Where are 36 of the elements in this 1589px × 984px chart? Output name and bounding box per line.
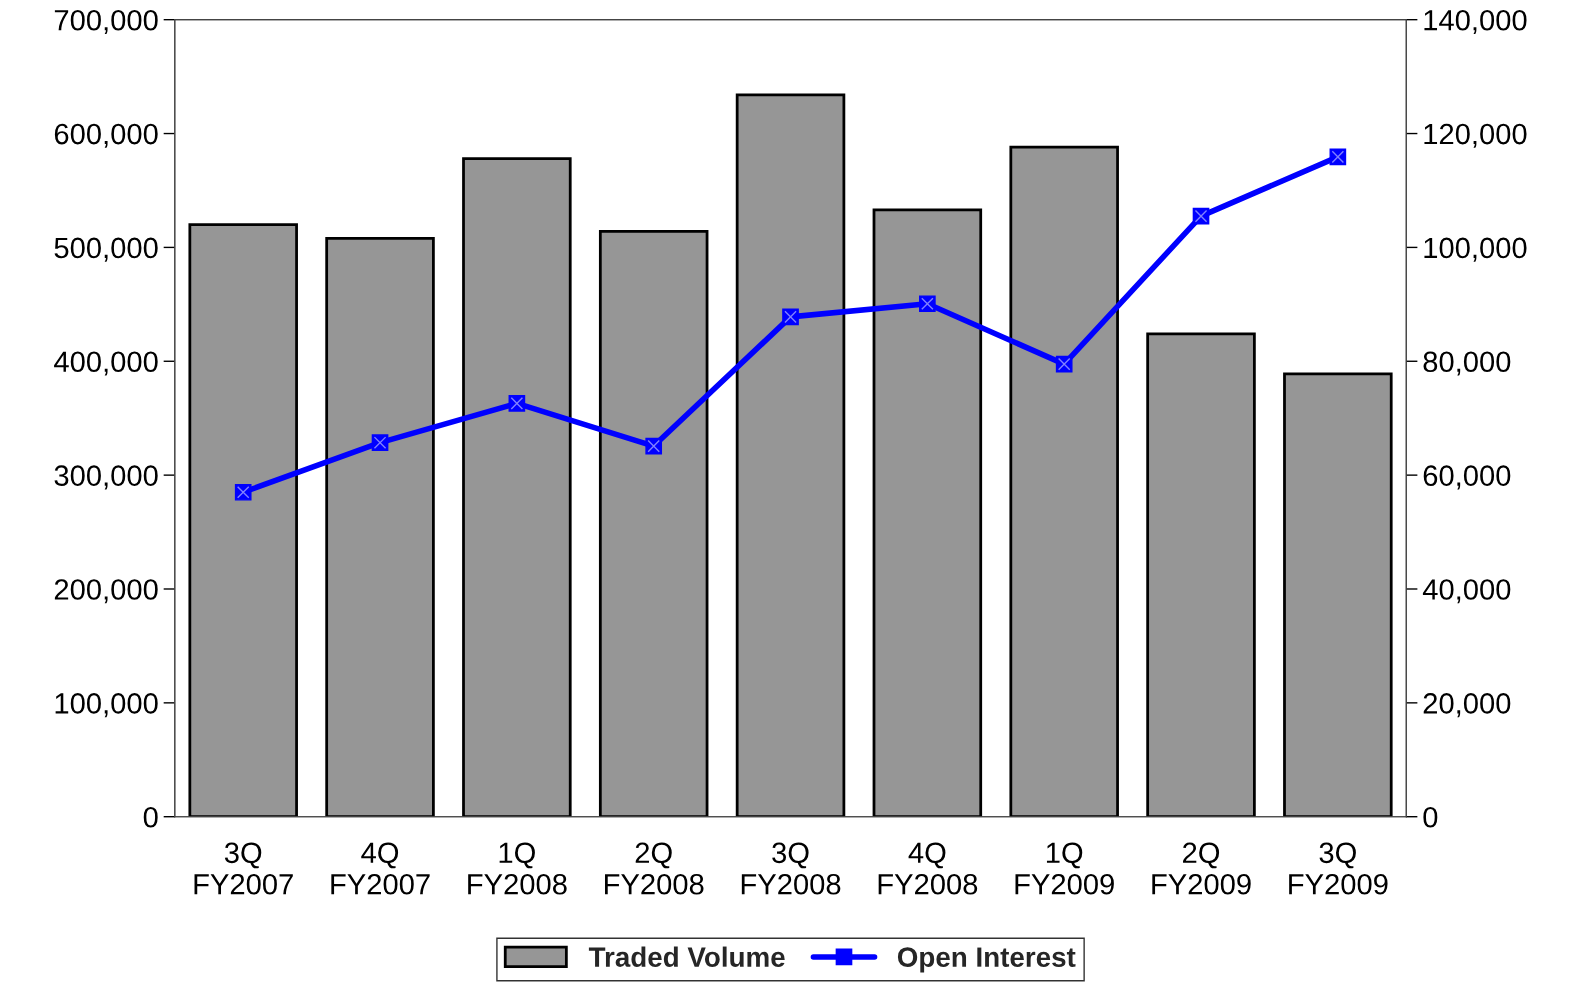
x-tick-label: 1Q FY2009 bbox=[1015, 842, 1114, 895]
y-tick-label: 400,000 bbox=[54, 351, 158, 376]
y-tick-label: 300,000 bbox=[54, 465, 158, 490]
y-tick-label: 700,000 bbox=[54, 9, 158, 34]
bar bbox=[1009, 145, 1119, 817]
x-tick-label: 3Q FY2007 bbox=[194, 842, 293, 895]
y-tick-label: 200,000 bbox=[54, 579, 158, 604]
bar bbox=[462, 157, 572, 817]
y2-tick-label: 0 bbox=[1423, 806, 1438, 828]
bar bbox=[325, 236, 435, 817]
y2-tick-label: 80,000 bbox=[1423, 351, 1511, 376]
x-tick-label: 3Q FY2008 bbox=[741, 842, 841, 895]
y2-tick-label: 20,000 bbox=[1423, 693, 1511, 718]
bar bbox=[1283, 372, 1393, 817]
x-tick-label: 4Q FY2008 bbox=[878, 842, 978, 895]
legend-label: Traded Volume bbox=[588, 946, 785, 967]
y-tick-label: 100,000 bbox=[55, 693, 158, 718]
y-tick-label: 500,000 bbox=[54, 237, 158, 262]
x-tick-label: 2Q FY2009 bbox=[1152, 842, 1251, 895]
bar bbox=[188, 223, 298, 817]
x-tick-label: 4Q FY2007 bbox=[331, 842, 430, 895]
y2-tick-label: 100,000 bbox=[1424, 237, 1527, 262]
y2-tick-label: 60,000 bbox=[1423, 465, 1511, 490]
x-tick-label: 1Q FY2008 bbox=[468, 842, 567, 895]
x-tick-label: 3Q FY2009 bbox=[1289, 842, 1388, 895]
bar bbox=[1146, 332, 1256, 817]
y-tick-label: 600,000 bbox=[54, 123, 158, 148]
y2-tick-label: 40,000 bbox=[1422, 579, 1511, 604]
y2-tick-label: 140,000 bbox=[1424, 9, 1527, 34]
y-tick-label: 0 bbox=[143, 806, 158, 828]
bar bbox=[872, 208, 983, 817]
y2-tick-label: 120,000 bbox=[1424, 123, 1527, 148]
x-tick-label: 2Q FY2008 bbox=[605, 842, 704, 895]
bar bbox=[598, 230, 709, 817]
bar bbox=[735, 93, 846, 817]
legend-label: Open Interest bbox=[897, 947, 1076, 973]
